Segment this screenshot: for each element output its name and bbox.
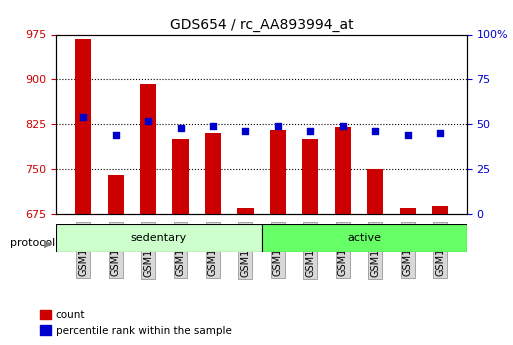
Point bbox=[274, 123, 282, 129]
Text: sedentary: sedentary bbox=[131, 233, 187, 243]
Point bbox=[144, 118, 152, 124]
Title: GDS654 / rc_AA893994_at: GDS654 / rc_AA893994_at bbox=[170, 18, 353, 32]
Text: ▶: ▶ bbox=[44, 238, 52, 248]
Bar bbox=[432, 206, 448, 214]
Text: protocol: protocol bbox=[10, 238, 55, 248]
Point bbox=[436, 130, 444, 136]
Point bbox=[176, 125, 185, 130]
Bar bbox=[108, 175, 124, 214]
Point bbox=[371, 129, 379, 134]
Point bbox=[79, 114, 87, 120]
Bar bbox=[334, 127, 351, 214]
Bar bbox=[238, 208, 253, 214]
Bar bbox=[400, 208, 416, 214]
Bar bbox=[140, 83, 156, 214]
Point bbox=[306, 129, 314, 134]
Text: active: active bbox=[347, 233, 381, 243]
Bar bbox=[75, 39, 91, 214]
Bar bbox=[205, 133, 221, 214]
Point bbox=[111, 132, 120, 138]
Bar bbox=[172, 139, 189, 214]
FancyBboxPatch shape bbox=[262, 224, 467, 252]
Point bbox=[404, 132, 412, 138]
Point bbox=[339, 123, 347, 129]
Bar bbox=[302, 139, 319, 214]
FancyBboxPatch shape bbox=[56, 224, 262, 252]
Point bbox=[241, 129, 249, 134]
Point bbox=[209, 123, 217, 129]
Bar bbox=[367, 169, 383, 214]
Legend: count, percentile rank within the sample: count, percentile rank within the sample bbox=[36, 306, 236, 340]
Bar bbox=[270, 130, 286, 214]
